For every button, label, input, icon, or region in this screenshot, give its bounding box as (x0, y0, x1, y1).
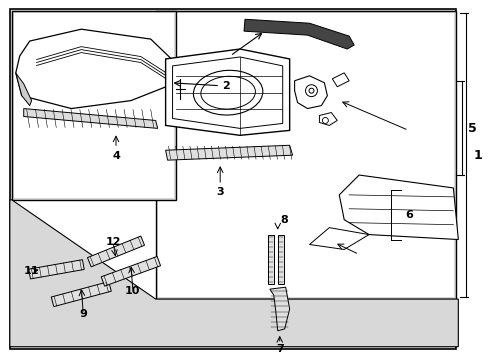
Text: 6: 6 (404, 210, 412, 220)
Polygon shape (332, 73, 348, 87)
Polygon shape (294, 76, 326, 109)
Circle shape (308, 88, 313, 93)
Polygon shape (87, 236, 144, 267)
Text: 10: 10 (125, 286, 140, 296)
Circle shape (305, 85, 317, 96)
Text: 2: 2 (222, 81, 229, 91)
Polygon shape (29, 260, 84, 279)
Polygon shape (165, 145, 292, 160)
Text: 12: 12 (105, 237, 121, 247)
Text: 7: 7 (275, 344, 283, 354)
Ellipse shape (193, 70, 262, 115)
Text: 1: 1 (473, 149, 482, 162)
Bar (12, 11, 175, 200)
Bar (14, 13, 173, 198)
Polygon shape (244, 19, 353, 49)
Polygon shape (309, 228, 368, 249)
Polygon shape (10, 200, 457, 347)
Polygon shape (277, 235, 283, 284)
Polygon shape (168, 63, 185, 100)
Text: 9: 9 (79, 309, 87, 319)
Polygon shape (16, 29, 175, 109)
Polygon shape (16, 73, 32, 105)
Bar (155, 11, 455, 299)
Circle shape (322, 117, 327, 123)
Polygon shape (172, 57, 282, 129)
Text: 11: 11 (24, 266, 40, 276)
Text: 8: 8 (280, 215, 288, 225)
Polygon shape (267, 235, 273, 284)
Text: 5: 5 (467, 122, 476, 135)
Polygon shape (165, 49, 289, 135)
Text: 4: 4 (112, 151, 120, 161)
Bar (157, 13, 453, 297)
Text: 3: 3 (216, 187, 224, 197)
Ellipse shape (201, 76, 255, 109)
Polygon shape (51, 282, 111, 307)
Polygon shape (319, 113, 337, 125)
Polygon shape (24, 109, 157, 129)
Polygon shape (339, 175, 457, 239)
Polygon shape (101, 256, 160, 286)
Polygon shape (269, 287, 289, 331)
